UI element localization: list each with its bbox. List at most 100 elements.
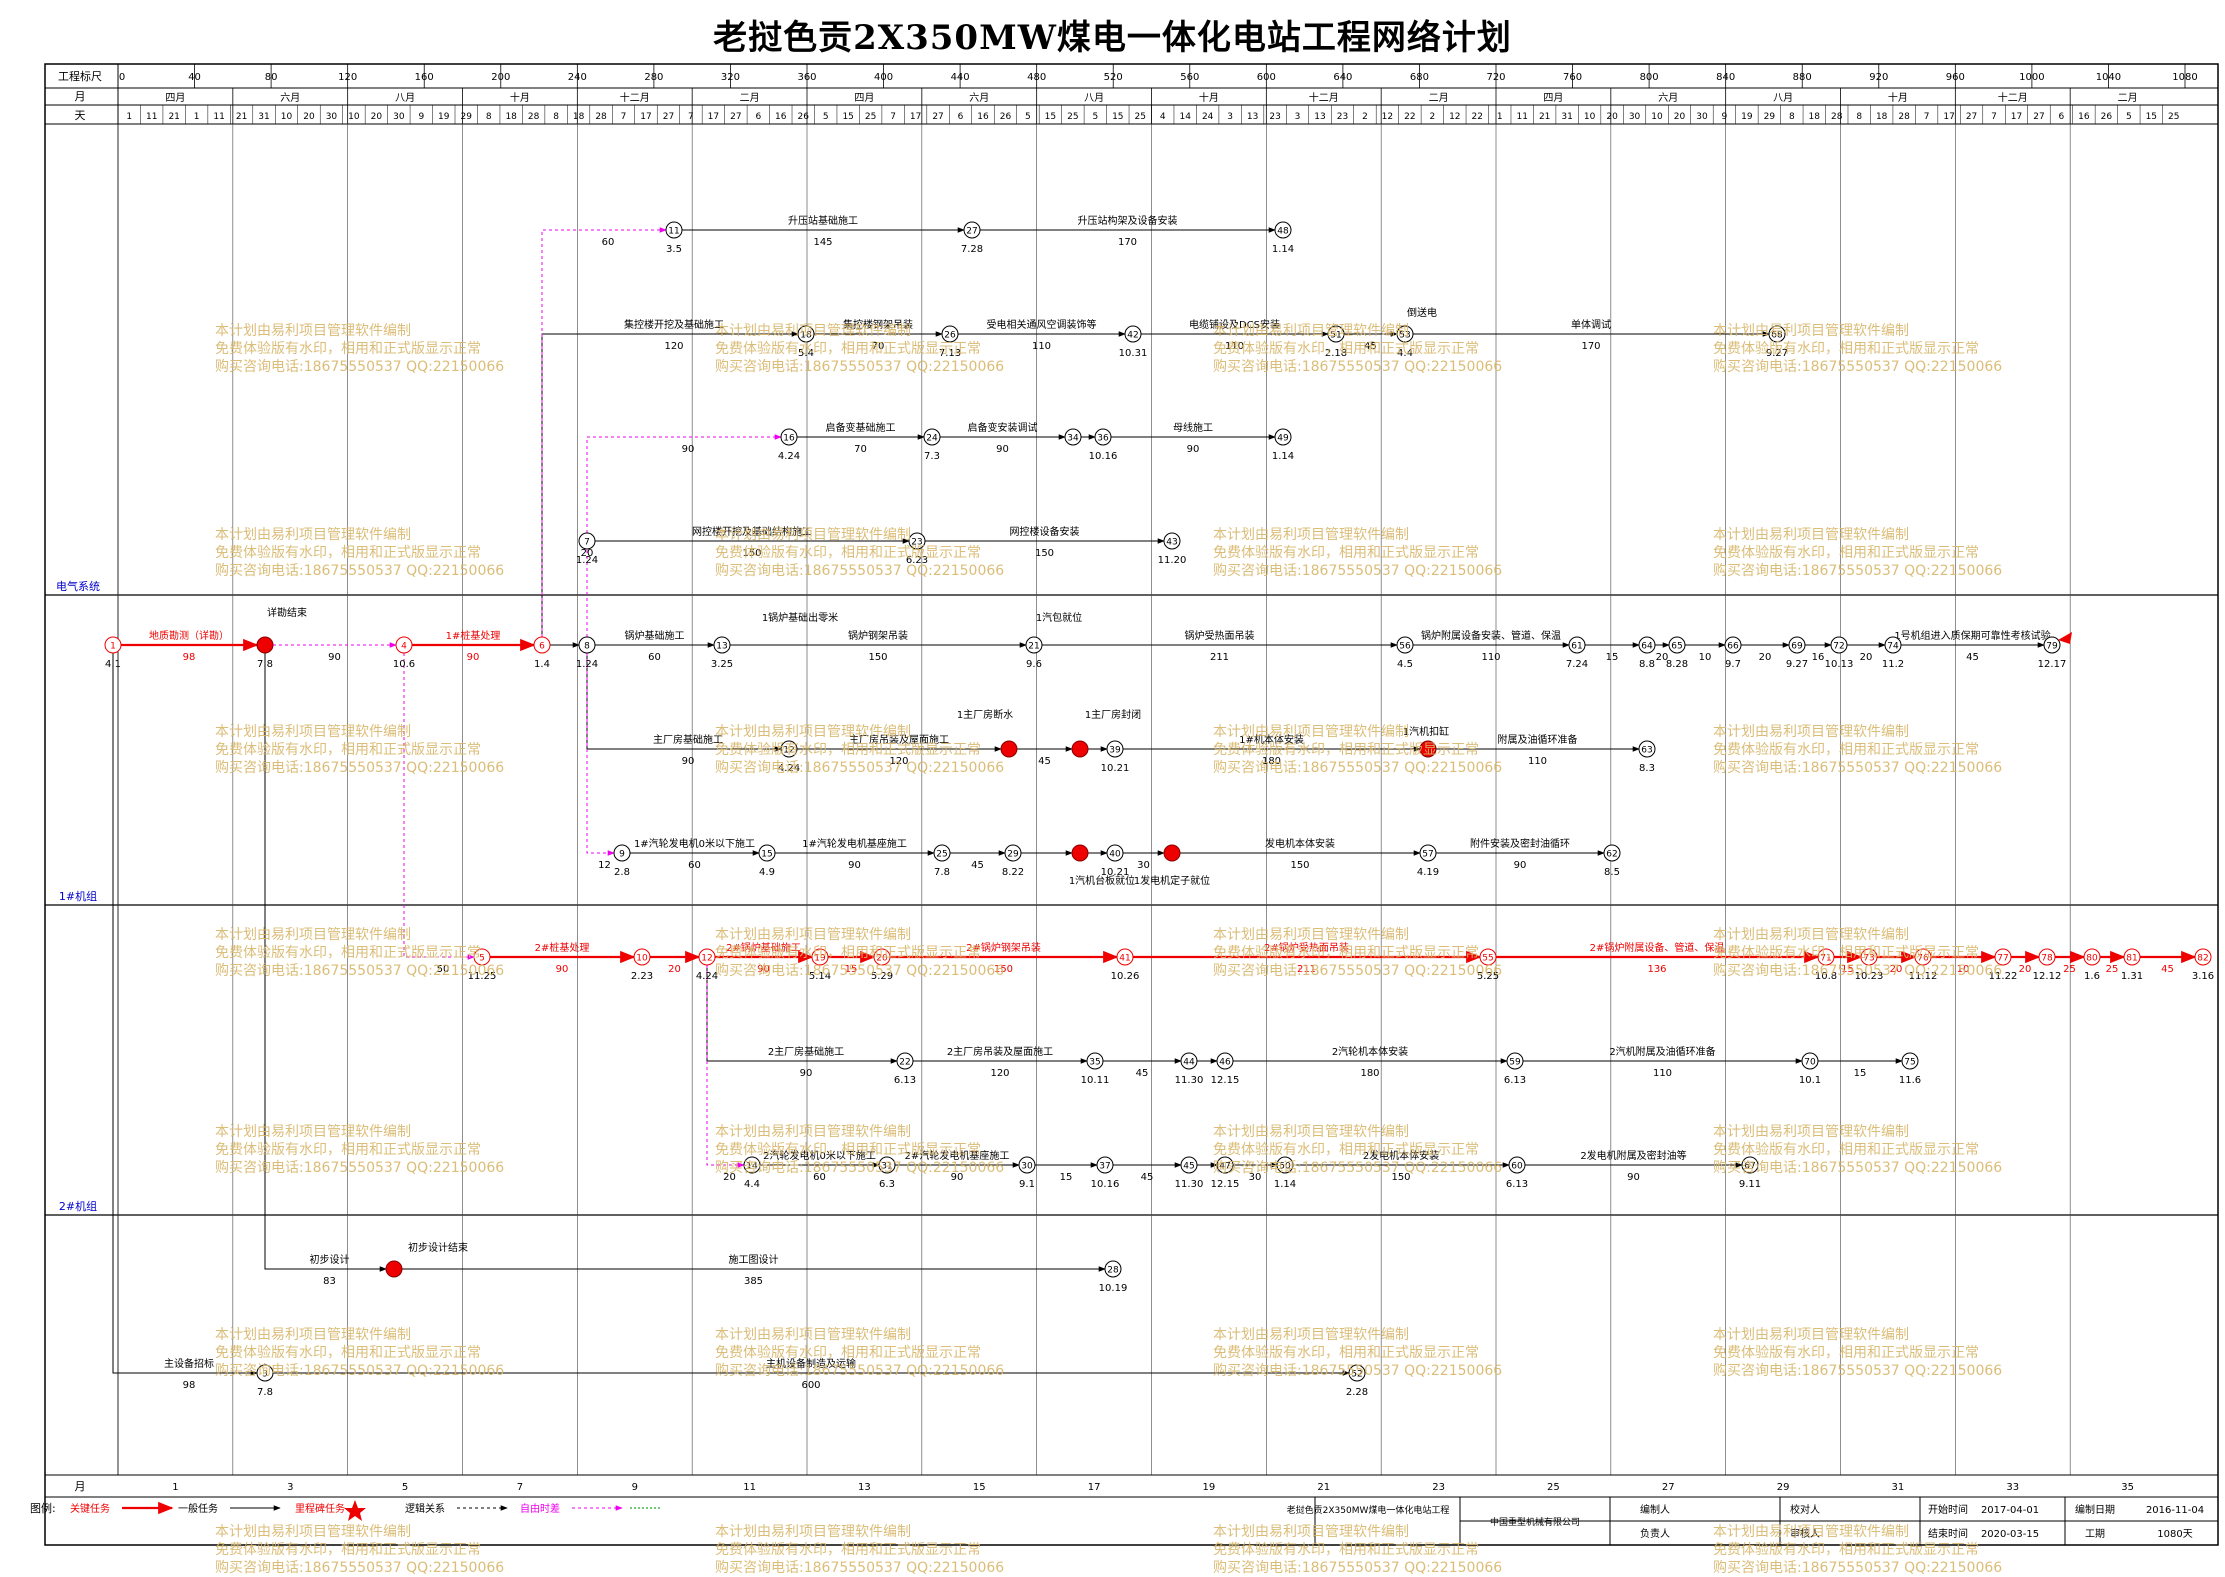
node-67[interactable]: 679.11 <box>1739 1156 1761 1190</box>
day-cell: 27 <box>730 112 741 122</box>
node-13[interactable]: 133.25 <box>711 636 733 670</box>
node-42[interactable]: 42 10.31 <box>1119 325 1148 359</box>
node-38[interactable] <box>1071 844 1089 862</box>
node-80[interactable]: 801.6 <box>2083 948 2101 982</box>
node-number: 70 <box>1804 1058 1816 1068</box>
node-12[interactable]: 124.24 <box>696 948 718 982</box>
node-26[interactable]: 267.13 <box>939 325 961 359</box>
node-81[interactable]: 811.31 <box>2121 948 2143 982</box>
day-cell: 11 <box>1516 112 1527 122</box>
node-32[interactable] <box>1000 740 1018 758</box>
node-35[interactable]: 35 10.11 <box>1081 1052 1110 1086</box>
node-date: 3.5 <box>666 244 682 255</box>
node-82[interactable]: 823.16 <box>2192 948 2214 982</box>
node-49[interactable]: 491.14 <box>1272 428 1294 462</box>
node-69[interactable]: 699.27 <box>1786 636 1808 670</box>
node-64[interactable]: 648.8 <box>1638 636 1656 670</box>
node-50[interactable]: 501.14 <box>1274 1156 1296 1190</box>
node-19[interactable]: 195.14 <box>809 948 831 982</box>
node-79[interactable]: 79 12.17 <box>2038 636 2067 670</box>
node-21[interactable]: 219.6 <box>1025 636 1043 670</box>
node-34[interactable]: 34 <box>1064 428 1082 446</box>
node-22[interactable]: 226.13 <box>894 1052 916 1086</box>
node-53[interactable]: 534.4 <box>1396 325 1414 359</box>
node-46[interactable]: 46 12.15 <box>1211 1052 1240 1086</box>
node-44[interactable]: 44 11.30 <box>1175 1052 1204 1086</box>
node-11[interactable]: 113.5 <box>665 221 683 255</box>
node-71[interactable]: 71 10.8 <box>1815 948 1837 982</box>
node-15[interactable]: 154.9 <box>758 844 776 878</box>
node-29[interactable]: 298.22 <box>1002 844 1024 878</box>
node-78[interactable]: 78 12.12 <box>2033 948 2062 982</box>
node-72[interactable]: 72 10.13 <box>1825 636 1854 670</box>
node-40[interactable]: 40 10.21 <box>1101 844 1130 878</box>
node-37[interactable]: 37 10.16 <box>1091 1156 1120 1190</box>
node-73[interactable]: 73 10.23 <box>1855 948 1884 982</box>
node-55[interactable]: 555.25 <box>1477 948 1499 982</box>
node-76[interactable]: 76 11.12 <box>1909 948 1938 982</box>
node-3[interactable]: 37.8 <box>256 1364 274 1398</box>
node-59[interactable]: 596.13 <box>1504 1052 1526 1086</box>
node-number: 13 <box>716 642 727 652</box>
node-63[interactable]: 638.3 <box>1638 740 1656 774</box>
node-5[interactable]: 511.25 <box>468 948 497 982</box>
node-41[interactable]: 41 10.26 <box>1111 948 1140 982</box>
node-57[interactable]: 574.19 <box>1417 844 1439 878</box>
node-2[interactable]: 7.8 <box>256 636 274 670</box>
node-14[interactable]: 144.4 <box>743 1156 761 1190</box>
node-56[interactable]: 564.5 <box>1396 636 1414 670</box>
node-24[interactable]: 247.3 <box>923 428 941 462</box>
node-28[interactable]: 28 10.19 <box>1099 1260 1128 1294</box>
node-1[interactable]: 14.1 <box>104 636 122 670</box>
node-23[interactable]: 236.23 <box>906 532 928 566</box>
day-cell: 13 <box>1314 112 1325 122</box>
node-date: 5.14 <box>809 971 831 982</box>
watermark-line: 本计划由易利项目管理软件编制 <box>1713 1327 1909 1343</box>
task-duration: 110 <box>1481 652 1500 663</box>
node-77[interactable]: 77 11.22 <box>1989 948 2018 982</box>
node-12[interactable]: 124.24 <box>778 740 800 774</box>
node-7[interactable]: 71.24 <box>576 532 598 566</box>
node-45[interactable]: 45 11.30 <box>1175 1156 1204 1190</box>
node-17[interactable] <box>385 1260 403 1278</box>
node-number: 7 <box>584 538 590 548</box>
node-68[interactable]: 689.27 <box>1766 325 1788 359</box>
node-61[interactable]: 617.24 <box>1566 636 1588 670</box>
node-47[interactable]: 47 12.15 <box>1211 1156 1240 1190</box>
node-33[interactable] <box>1071 740 1089 758</box>
node-9[interactable]: 92.8 <box>613 844 631 878</box>
node-52[interactable]: 522.28 <box>1346 1364 1368 1398</box>
watermark-line: 购买咨询电话:18675550537 QQ:22150066 <box>715 563 1005 579</box>
node-39[interactable]: 39 10.21 <box>1101 740 1130 774</box>
node-18[interactable]: 185.4 <box>797 325 815 359</box>
node-number: 48 <box>1277 227 1289 237</box>
task-arrow <box>264 653 387 1272</box>
node-16[interactable]: 164.24 <box>778 428 800 462</box>
node-65[interactable]: 658.28 <box>1666 636 1688 670</box>
node-74[interactable]: 74 11.2 <box>1882 636 1904 670</box>
node-8[interactable]: 81.24 <box>576 636 598 670</box>
watermark: 本计划由易利项目管理软件编制 免费体验版有水印，相用和正式版显示正常 购买咨询电话:… <box>715 1326 1004 1380</box>
node-number: 46 <box>1219 1058 1231 1068</box>
node-4[interactable]: 410.6 <box>393 636 415 670</box>
node-75[interactable]: 75 11.6 <box>1899 1052 1921 1086</box>
node-58[interactable] <box>1163 844 1181 862</box>
node-10[interactable]: 102.23 <box>631 948 653 982</box>
node-60[interactable]: 606.13 <box>1506 1156 1528 1190</box>
day-cell: 8 <box>1856 112 1862 122</box>
node-62[interactable]: 628.5 <box>1603 844 1621 878</box>
node-27[interactable]: 277.28 <box>961 221 983 255</box>
node-25[interactable]: 257.8 <box>933 844 951 878</box>
node-36[interactable]: 36 10.16 <box>1089 428 1118 462</box>
node-31[interactable]: 316.3 <box>878 1156 896 1190</box>
node-6[interactable]: 61.4 <box>533 636 551 670</box>
node-20[interactable]: 205.29 <box>871 948 893 982</box>
node-70[interactable]: 70 10.1 <box>1799 1052 1821 1086</box>
node-48[interactable]: 481.14 <box>1272 221 1294 255</box>
node-43[interactable]: 43 11.20 <box>1158 532 1187 566</box>
node-30[interactable]: 309.1 <box>1018 1156 1036 1190</box>
node-66[interactable]: 669.7 <box>1724 636 1742 670</box>
node-51[interactable]: 512.18 <box>1325 325 1347 359</box>
node-54[interactable] <box>1419 740 1437 758</box>
milestone-label: 初步设计结束 <box>408 1241 468 1254</box>
